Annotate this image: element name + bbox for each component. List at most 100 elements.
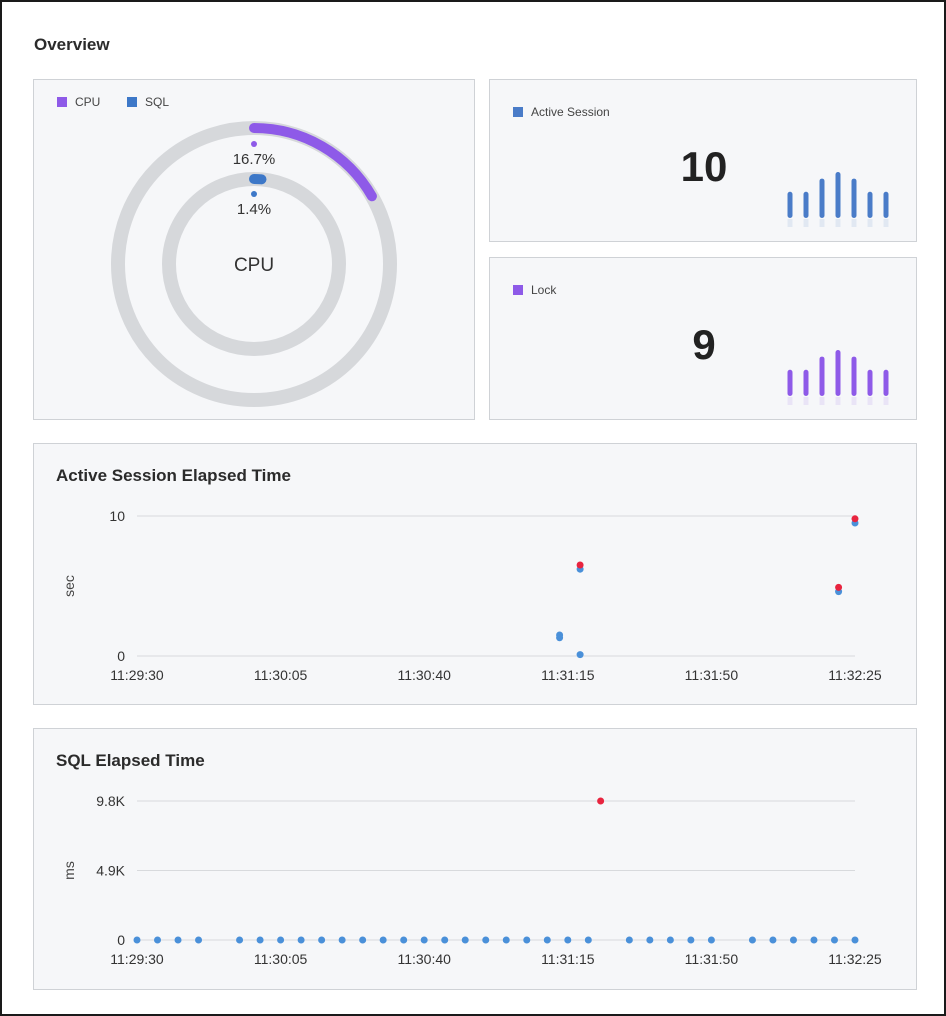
active-session-spark-bar-4 (851, 178, 857, 218)
data-point[interactable] (789, 936, 797, 944)
sql-elapsed-title: SQL Elapsed Time (56, 751, 205, 770)
data-point[interactable] (556, 631, 564, 639)
active-session-legend-label: Active Session (531, 105, 610, 119)
data-point[interactable] (564, 936, 572, 944)
lock-spark-reflection-6 (883, 397, 889, 405)
x-tick-label: 11:29:30 (110, 951, 164, 967)
data-point[interactable] (400, 936, 408, 944)
lock-spark-reflection-1 (803, 397, 809, 405)
data-point[interactable] (379, 936, 387, 944)
active-session-spark-reflection-5 (867, 219, 873, 227)
lock-spark-reflection-0 (787, 397, 793, 405)
cpu-sql-donut: 16.7% 1.4% CPU (111, 121, 397, 407)
x-tick-label: 11:30:40 (397, 667, 451, 683)
data-point[interactable] (482, 936, 490, 944)
lock-spark-reflection-4 (851, 397, 857, 405)
data-point[interactable] (420, 936, 428, 944)
lock-spark-bar-2 (819, 356, 825, 396)
x-tick-label: 11:30:40 (397, 951, 451, 967)
overview-title: Overview (34, 35, 110, 54)
data-point[interactable] (236, 936, 244, 944)
cpu-arc (249, 123, 377, 202)
sql-elapsed-panel: SQL Elapsed Time ms 0 4.9K 9.8K 11:29:30 11:3… (33, 728, 917, 990)
data-point[interactable] (687, 936, 695, 944)
active-session-value: 10 (680, 143, 728, 190)
legend-cpu[interactable]: CPU (57, 95, 100, 109)
legend-sql-label: SQL (145, 95, 170, 109)
data-point[interactable] (748, 936, 756, 944)
cpu-percent-label: 16.7% (233, 151, 276, 168)
data-point[interactable] (523, 936, 531, 944)
active-session-spark-reflection-6 (883, 219, 889, 227)
active-session-spark-bar-5 (867, 191, 873, 218)
data-point[interactable] (646, 936, 654, 944)
data-point[interactable] (835, 583, 843, 591)
data-point[interactable] (256, 936, 264, 944)
data-point[interactable] (195, 936, 203, 944)
data-point[interactable] (318, 936, 326, 944)
legend-cpu-label: CPU (75, 95, 101, 109)
y-tick-label: 9.8K (96, 793, 125, 809)
active-session-spark-reflection-1 (803, 219, 809, 227)
lock-panel: Lock 9 (489, 257, 917, 420)
data-point[interactable] (666, 936, 674, 944)
lock-spark-bar-5 (867, 369, 873, 396)
y-tick-label: 0 (117, 648, 125, 664)
data-point[interactable] (297, 936, 305, 944)
x-tick-label: 11:31:15 (541, 667, 595, 683)
cpu-sql-panel: CPU SQL 16.7% 1.4% CPU (33, 79, 475, 420)
data-point[interactable] (441, 936, 449, 944)
data-point[interactable] (851, 936, 859, 944)
data-point[interactable] (174, 936, 182, 944)
legend-sql[interactable]: SQL (127, 95, 169, 109)
data-point[interactable] (359, 936, 367, 944)
active-session-spark-reflection-3 (835, 219, 841, 227)
data-point[interactable] (576, 651, 584, 659)
y-axis-label: sec (61, 575, 77, 597)
active-session-spark-bar-1 (803, 191, 809, 218)
data-point[interactable] (154, 936, 162, 944)
active-session-spark-reflection-4 (851, 219, 857, 227)
lock-legend: Lock (513, 283, 556, 297)
data-point[interactable] (338, 936, 346, 944)
active-session-spark-reflection-0 (787, 219, 793, 227)
data-point[interactable] (769, 936, 777, 944)
x-tick-label: 11:32:25 (828, 667, 882, 683)
data-point[interactable] (576, 561, 584, 569)
active-session-sparkline (787, 172, 889, 227)
data-point[interactable] (277, 936, 285, 944)
active-session-spark-bar-0 (787, 191, 793, 218)
lock-spark-reflection-5 (867, 397, 873, 405)
lock-spark-bar-4 (851, 356, 857, 396)
lock-sparkline (787, 350, 889, 405)
x-tick-label: 11:29:30 (110, 667, 164, 683)
x-tick-label: 11:32:25 (828, 951, 882, 967)
data-point[interactable] (543, 936, 551, 944)
data-point[interactable] (707, 936, 715, 944)
data-point[interactable] (597, 797, 605, 805)
active-session-panel: Active Session 10 (489, 79, 917, 242)
lock-spark-reflection-3 (835, 397, 841, 405)
lock-swatch (513, 285, 523, 295)
data-point[interactable] (810, 936, 818, 944)
lock-spark-bar-3 (835, 350, 841, 396)
data-point[interactable] (584, 936, 592, 944)
legend-cpu-swatch (57, 97, 67, 107)
data-point[interactable] (502, 936, 510, 944)
data-point[interactable] (830, 936, 838, 944)
sql-percent-label: 1.4% (237, 201, 271, 218)
y-axis-label: ms (61, 861, 77, 880)
active-session-spark-bar-2 (819, 178, 825, 218)
data-point[interactable] (851, 515, 859, 523)
data-point[interactable] (625, 936, 633, 944)
x-tick-label: 11:30:05 (254, 667, 308, 683)
data-point[interactable] (461, 936, 469, 944)
lock-value: 9 (692, 321, 716, 368)
data-point[interactable] (133, 936, 141, 944)
active-session-spark-reflection-2 (819, 219, 825, 227)
x-tick-label: 11:31:15 (541, 951, 595, 967)
y-tick-label: 0 (117, 932, 125, 948)
active-session-elapsed-chart: sec 0 10 11:29:30 11:30:05 11:30:40 11:31:15 11… (61, 508, 882, 683)
donut-center-label: CPU (234, 255, 274, 276)
